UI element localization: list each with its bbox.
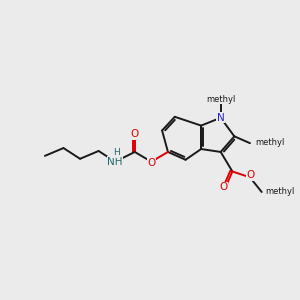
Text: O: O	[247, 170, 255, 180]
Text: O: O	[130, 129, 139, 140]
Text: NH: NH	[107, 157, 123, 167]
Text: O: O	[220, 182, 228, 192]
Text: N: N	[217, 113, 225, 123]
Text: H: H	[113, 148, 120, 158]
Text: methyl: methyl	[266, 187, 295, 196]
Text: O: O	[147, 158, 155, 168]
Text: methyl: methyl	[206, 95, 236, 104]
Text: methyl: methyl	[255, 138, 284, 147]
